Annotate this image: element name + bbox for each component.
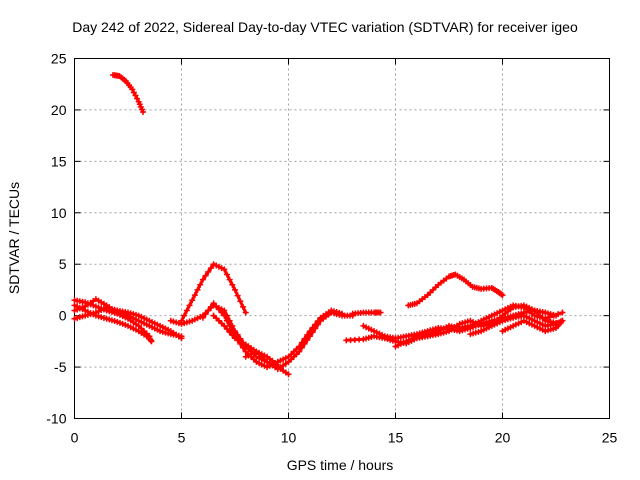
data-point (498, 291, 505, 298)
chart-title: Day 242 of 2022, Sidereal Day-to-day VTE… (72, 19, 578, 35)
data-point (226, 322, 233, 329)
data-point (210, 300, 217, 307)
y-tick-label: -10 (46, 411, 66, 427)
data-point (199, 314, 206, 321)
x-tick-label: 20 (495, 430, 511, 446)
data-point (242, 309, 249, 316)
data-point (218, 309, 225, 316)
data-point (139, 108, 146, 115)
data-point (134, 95, 141, 102)
data-point (207, 303, 214, 310)
data-point (221, 266, 228, 273)
data-point (555, 311, 562, 318)
data-point (298, 339, 305, 346)
x-tick-label: 15 (388, 430, 404, 446)
data-point (202, 311, 209, 318)
series-arc-13-14 (349, 309, 384, 317)
y-tick-label: -5 (54, 359, 67, 375)
data-point (223, 326, 230, 333)
data-point (234, 292, 241, 299)
data-point (499, 292, 506, 299)
data-point (197, 281, 204, 288)
y-tick-label: 5 (59, 256, 67, 272)
series-arc-afternoon-c (392, 302, 566, 350)
data-point (130, 89, 137, 96)
data-point (205, 307, 212, 314)
data-point (183, 307, 190, 314)
grid-lines (74, 58, 610, 419)
data-point (306, 328, 313, 335)
data-point (205, 268, 212, 275)
data-point (301, 335, 308, 342)
plot-frame (74, 58, 610, 419)
series-arc-afternoon-e (499, 317, 566, 335)
data-point (148, 338, 155, 345)
data-point (221, 312, 228, 319)
data-point (181, 312, 188, 319)
data-point (132, 92, 139, 99)
x-tick-label: 10 (281, 430, 297, 446)
data-point (546, 314, 553, 321)
data-point (312, 321, 319, 328)
y-tick-label: 20 (51, 102, 67, 118)
data-point (189, 297, 196, 304)
data-series (71, 71, 566, 378)
series-arc-mid-c (210, 312, 281, 369)
data-point (226, 276, 233, 283)
x-tick-label: 0 (71, 430, 79, 446)
data-point (191, 292, 198, 299)
data-point (213, 303, 220, 310)
series-arc-early-high (110, 71, 146, 115)
data-point (285, 371, 292, 378)
data-point (229, 332, 236, 339)
x-tick-label: 5 (178, 430, 186, 446)
data-point (223, 317, 230, 324)
data-point (304, 331, 311, 338)
data-point (232, 286, 238, 293)
data-point (129, 86, 136, 93)
series-arc-morning-d (71, 302, 155, 345)
data-point (226, 329, 233, 336)
y-tick-label: 10 (51, 205, 67, 221)
axis-ticks: 0 5 10 15 20 25 -10 -5 0 5 10 15 20 25 (46, 51, 617, 446)
data-point (296, 343, 303, 350)
data-point (240, 303, 247, 310)
x-axis-label: GPS time / hours (287, 457, 394, 473)
y-axis-label: SDTVAR / TECUs (6, 182, 22, 294)
data-point (559, 317, 566, 324)
series-line (180, 262, 248, 323)
data-point (202, 272, 209, 279)
data-point (542, 315, 549, 322)
data-point (309, 324, 316, 331)
data-point (186, 302, 193, 309)
x-tick-label: 25 (602, 430, 618, 446)
data-point (377, 309, 384, 316)
data-point (229, 281, 236, 288)
y-tick-label: 0 (59, 308, 67, 324)
data-point (339, 310, 345, 317)
data-point (178, 335, 185, 342)
series-arc-bump-2 (405, 271, 506, 309)
data-point (559, 309, 566, 316)
y-tick-label: 25 (51, 51, 67, 67)
y-tick-label: 15 (51, 153, 67, 169)
data-point (199, 276, 206, 283)
data-point (550, 312, 557, 319)
data-point (314, 318, 321, 325)
data-point (215, 306, 222, 313)
data-point (237, 298, 244, 305)
series-arc-bump (178, 261, 249, 324)
data-point (207, 265, 214, 272)
data-point (194, 286, 201, 293)
data-point (221, 322, 228, 329)
series-arc-rise-b (274, 307, 345, 365)
data-point (223, 271, 230, 278)
